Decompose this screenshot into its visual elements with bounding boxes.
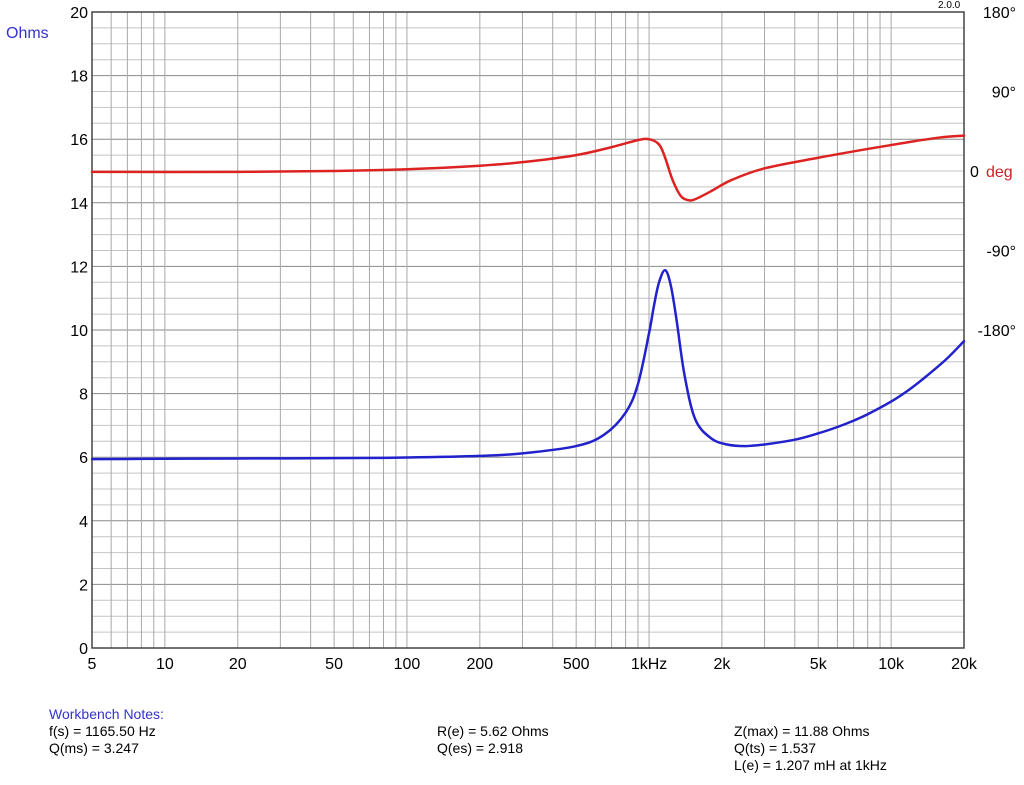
x-tick-label: 100 [394,656,421,673]
x-tick-label: 50 [325,656,343,673]
version-label: 2.0.0 [938,0,961,11]
y-right-tick-label: -180° [978,323,1016,340]
note-le: L(e) = 1.207 mH at 1kHz [734,757,887,773]
phase-series-line [90,134,966,202]
y-left-tick-label: 18 [70,69,88,86]
plot-border [91,11,965,649]
y-left-tick-label: 4 [79,514,88,531]
x-tick-label: 2k [713,656,731,673]
note-zmax: Z(max) = 11.88 Ohms [734,723,870,739]
x-tick-label: 10 [156,656,174,673]
impedance-series-line [90,268,966,461]
x-tick-label: 1kHz [631,656,667,673]
note-qts: Q(ts) = 1.537 [734,740,817,756]
y-left-tick-label: 20 [70,5,88,22]
y-left-tick-label: 14 [70,196,88,213]
note-qms: Q(ms) = 3.247 [49,740,139,756]
y-right-tick-label: 90° [992,85,1016,102]
y-right-unit-label: deg [986,164,1013,181]
y-right-tick-label: -90° [986,244,1016,261]
note-qes: Q(es) = 2.918 [437,740,523,756]
notes-title: Workbench Notes: [49,706,164,722]
y-left-tick-label: 8 [79,387,88,404]
x-tick-label: 20 [229,656,247,673]
y-left-tick-label: 2 [79,577,88,594]
note-fs: f(s) = 1165.50 Hz [49,723,156,739]
impedance-chart: 5 10 20 50 100 200 500 1kHz 2k 5k 10k 20k0246810121… [6,5,1016,673]
y-right-tick-label: 0 [970,164,979,181]
x-tick-label: 200 [466,656,493,673]
x-tick-label: 5k [810,656,828,673]
y-right-tick-label: 180° [983,5,1016,22]
y-left-tick-label: 0 [79,641,88,658]
x-tick-label: 10k [878,656,905,673]
x-tick-label: 20k [951,656,978,673]
note-re: R(e) = 5.62 Ohms [437,723,549,739]
y-left-axis-label: Ohms [6,25,49,42]
y-left-tick-label: 10 [70,323,88,340]
notes-column-3: Z(max) = 11.88 Ohms Q(ts) = 1.537 L(e) =… [734,723,887,774]
notes-column-1: f(s) = 1165.50 Hz Q(ms) = 3.247 [49,723,156,757]
y-left-tick-label: 12 [70,259,88,276]
x-tick-label: 5 [88,656,97,673]
x-tick-label: 500 [563,656,590,673]
y-left-tick-label: 16 [70,132,88,149]
y-left-tick-label: 6 [79,450,88,467]
notes-column-2: R(e) = 5.62 Ohms Q(es) = 2.918 [437,723,549,757]
